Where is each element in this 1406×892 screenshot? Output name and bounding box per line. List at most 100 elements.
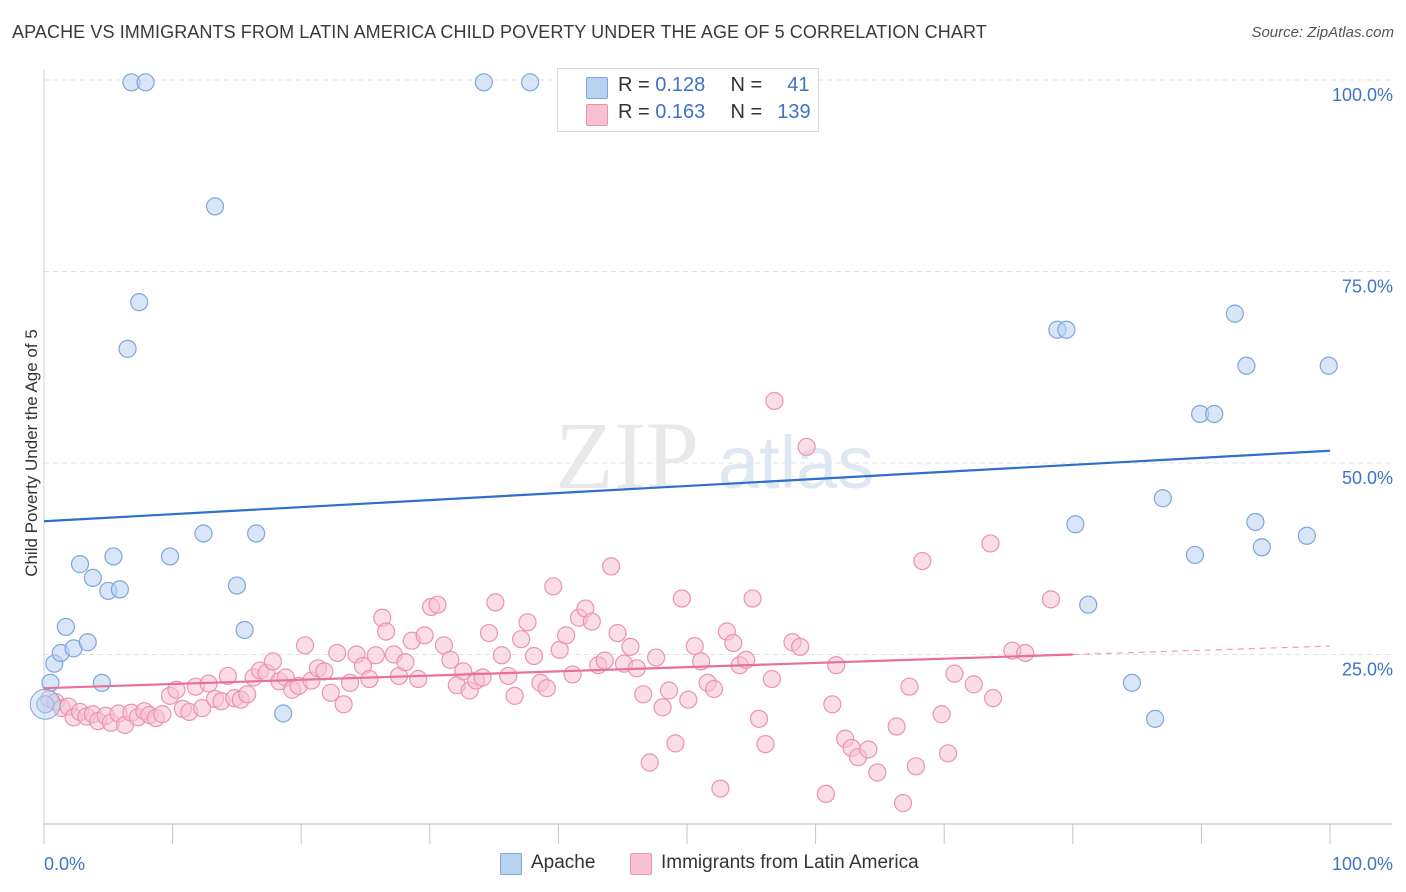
latin-point-53 [376, 622, 396, 641]
apache-point-15 [130, 293, 149, 312]
latin-point-35 [263, 652, 283, 671]
latin-point-114 [765, 391, 784, 411]
apache-point-13 [118, 339, 137, 358]
bottom-latin-swatch [630, 853, 652, 875]
latin-point-97 [659, 681, 679, 700]
bottom-apache-swatch [500, 853, 522, 875]
apache-r-value: 0.128 [655, 74, 706, 96]
latin-america-points [40, 391, 1061, 813]
apache-point-4 [56, 617, 75, 637]
latin-point-56 [396, 653, 415, 672]
latin-point-61 [428, 595, 447, 614]
apache-point-16 [136, 73, 155, 92]
latin-point-110 [743, 589, 762, 608]
apache-point-9 [92, 673, 111, 692]
latin-point-129 [906, 757, 926, 776]
latin-point-82 [563, 665, 582, 684]
apache-point-30 [1122, 673, 1142, 692]
latin-point-112 [756, 735, 775, 754]
latin-point-126 [887, 717, 906, 736]
latin-point-101 [685, 636, 704, 656]
latin-point-94 [640, 753, 659, 772]
latin-point-51 [366, 646, 385, 665]
latin-point-107 [724, 633, 743, 653]
latin-point-139 [1041, 590, 1061, 609]
latin-point-99 [672, 589, 691, 608]
latin-n-value: 139 [777, 101, 811, 123]
apache-point-35 [1205, 404, 1224, 424]
apache-point-11 [104, 547, 123, 566]
apache-point-29 [1079, 595, 1098, 614]
latin-point-18 [153, 705, 172, 724]
latin-point-59 [415, 626, 434, 645]
latin-point-72 [499, 666, 518, 686]
latin-point-119 [823, 695, 842, 714]
latin-trend-line [43, 653, 1073, 690]
bottom-latin-label: Immigrants from Latin America [661, 852, 919, 873]
latin-point-71 [492, 646, 511, 665]
latin-point-136 [983, 689, 1003, 708]
latin-point-100 [679, 690, 698, 709]
latin-point-118 [816, 784, 835, 804]
y-tick-label-25: 25.0% [1342, 660, 1393, 680]
latin-point-127 [893, 794, 913, 813]
latin-point-74 [512, 630, 531, 649]
latin-point-76 [524, 646, 544, 666]
apache-point-33 [1185, 545, 1205, 565]
latin-point-20 [167, 680, 186, 699]
latin-swatch [586, 104, 608, 126]
apache-point-21 [235, 620, 254, 640]
apache-point-38 [1246, 512, 1265, 532]
latin-point-81 [557, 626, 576, 645]
apache-swatch [586, 77, 608, 99]
latin-point-91 [621, 637, 640, 656]
latin-point-117 [797, 437, 816, 457]
latin-point-50 [360, 669, 379, 689]
latin-point-131 [932, 705, 951, 724]
latin-point-95 [647, 648, 666, 667]
correlation-legend: R = 0.128 N = 41 R = 0.163 N = 139 [557, 68, 819, 132]
latin-point-116 [791, 637, 810, 656]
latin-point-88 [602, 557, 621, 576]
y-axis-label: Child Poverty Under the Age of 5 [22, 329, 41, 577]
latin-point-124 [859, 740, 878, 759]
latin-point-40 [295, 636, 315, 655]
latin-point-113 [762, 669, 781, 689]
apache-point-27 [1057, 320, 1076, 339]
latin-point-45 [328, 643, 347, 663]
latin-point-63 [441, 650, 460, 669]
latin-point-125 [868, 763, 887, 782]
apache-point-6 [70, 555, 90, 574]
watermark-atlas: atlas [718, 421, 874, 504]
tick-labels: 25.0% 50.0% 75.0% 100.0% 0.0% 100.0% [44, 85, 1393, 874]
apache-point-7 [78, 633, 97, 652]
apache-point-36 [1225, 304, 1244, 323]
latin-point-28 [218, 666, 237, 686]
latin-trend-extension [1072, 645, 1331, 656]
latin-point-138 [1016, 643, 1035, 663]
axis-layer [43, 70, 1392, 844]
trend-lines [43, 449, 1331, 690]
latin-point-132 [938, 744, 958, 763]
apache-point-17 [160, 547, 180, 566]
latin-point-75 [518, 613, 537, 632]
latin-point-46 [334, 695, 353, 714]
latin-point-134 [964, 675, 983, 694]
latin-r-value: 0.163 [655, 101, 706, 123]
latin-point-73 [505, 686, 524, 705]
apache-point-41 [1319, 356, 1338, 375]
apache-point-28 [1066, 515, 1085, 534]
apache-point-37 [1237, 356, 1256, 375]
apache-trend-line [43, 449, 1331, 523]
x-tick-label-max: 100.0% [1332, 854, 1393, 874]
apache-n-value: 41 [787, 74, 810, 96]
latin-point-96 [653, 698, 672, 717]
y-tick-label-50: 50.0% [1342, 468, 1393, 488]
latin-point-87 [595, 651, 614, 670]
apache-points [29, 73, 1338, 728]
apache-point-19 [205, 197, 225, 216]
latin-point-135 [981, 534, 1000, 553]
source-label: Source: ZipAtlas.com [1251, 24, 1394, 41]
apache-point-32 [1153, 489, 1172, 508]
